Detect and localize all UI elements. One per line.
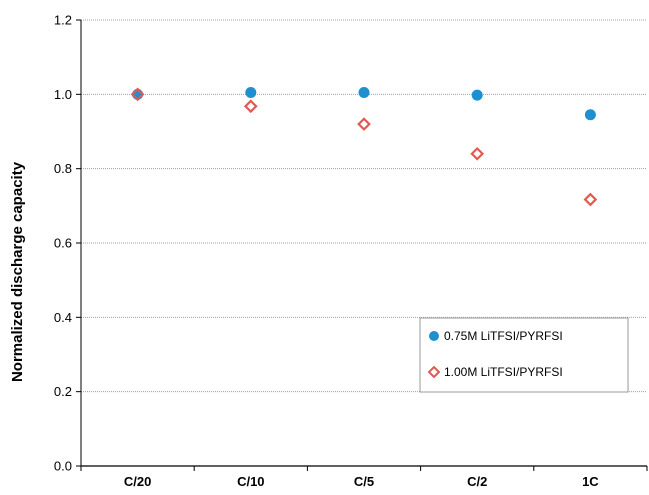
series-0-point	[245, 86, 257, 98]
x-tick-label: 1C	[582, 474, 599, 489]
series-1-point	[243, 99, 258, 114]
series-0-point	[584, 109, 596, 121]
legend: 0.75M LiTFSI/PYRFSI 1.00M LiTFSI/PYRFSI	[419, 317, 629, 393]
x-tick-label: C/5	[354, 474, 374, 489]
legend-marker-0	[429, 331, 439, 341]
y-tick-label: 1.2	[54, 13, 72, 28]
series-1-point	[357, 117, 371, 131]
legend-box	[419, 317, 629, 393]
series-1-point	[470, 146, 485, 161]
series-layer	[130, 86, 598, 207]
series-1-point	[130, 87, 145, 102]
y-tick-label: 0.2	[54, 384, 72, 399]
y-tick-label: 0.6	[54, 236, 72, 251]
series-1-point	[583, 192, 598, 207]
y-tick-label: 0.8	[54, 161, 72, 176]
y-tick-label: 1.0	[54, 87, 72, 102]
ticks-layer: 0.0 0.2 0.4 0.6 0.8 1.0 1.2 C/20 C/10 C/5 C/2 1C	[54, 13, 648, 489]
legend-label-1: 1.00M LiTFSI/PYRFSI	[444, 365, 563, 379]
y-tick-label: 0.0	[54, 459, 72, 474]
x-tick-label: C/2	[467, 474, 487, 489]
series-0-point	[358, 86, 370, 98]
y-tick-label: 0.4	[54, 310, 72, 325]
legend-label-0: 0.75M LiTFSI/PYRFSI	[444, 329, 563, 343]
y-axis-title: Normalized discharge capacity	[9, 161, 26, 382]
x-tick-label: C/20	[124, 474, 151, 489]
series-0-point	[471, 89, 483, 101]
x-tick-label: C/10	[237, 474, 264, 489]
legend-marker-1	[427, 365, 441, 379]
